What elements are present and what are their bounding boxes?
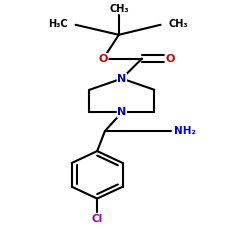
Text: O: O (165, 54, 174, 64)
Text: CH₃: CH₃ (109, 4, 129, 14)
Text: NH₂: NH₂ (174, 126, 197, 136)
Text: O: O (99, 54, 108, 64)
Text: H₃C: H₃C (48, 18, 68, 28)
Text: Cl: Cl (92, 214, 103, 224)
Text: N: N (117, 107, 127, 117)
Text: N: N (117, 74, 127, 84)
Text: CH₃: CH₃ (168, 18, 188, 28)
